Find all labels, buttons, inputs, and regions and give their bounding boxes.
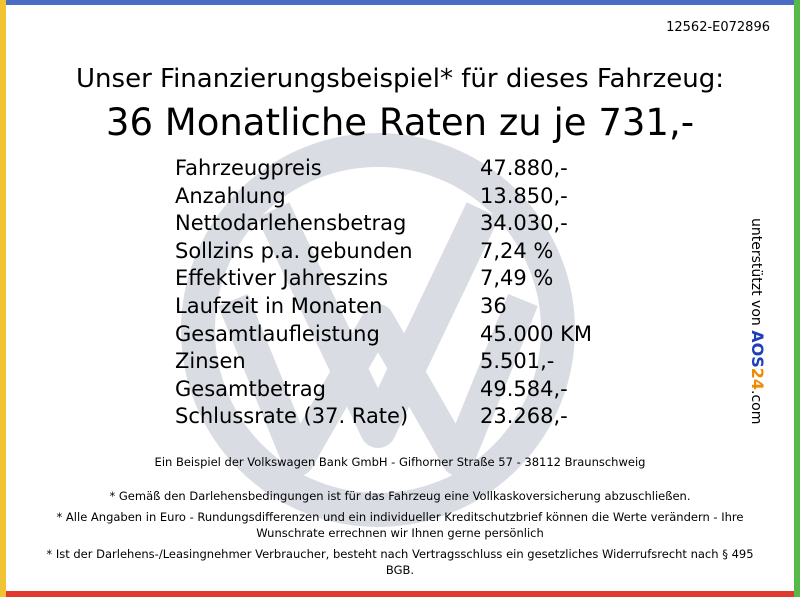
- aos24-side-branding: unterstützt von AOS24.com: [748, 218, 782, 438]
- aos-logo-number: 24: [748, 367, 767, 390]
- table-row: Anzahlung 13.850,-: [175, 183, 595, 211]
- table-row: Schlussrate (37. Rate) 23.268,-: [175, 403, 595, 431]
- table-row: Gesamtbetrag 49.584,-: [175, 376, 595, 404]
- row-value: 36: [480, 293, 507, 318]
- table-row: Effektiver Jahreszins 7,49 %: [175, 265, 595, 293]
- vw-logo-watermark: [181, 133, 575, 527]
- footnote: * Alle Angaben in Euro - Rundungsdiffere…: [56, 510, 744, 540]
- row-value: 7,24 %: [480, 238, 554, 263]
- row-label: Anzahlung: [175, 183, 286, 208]
- row-value: 34.030,-: [480, 211, 568, 236]
- row-label: Laufzeit in Monaten: [175, 293, 383, 318]
- table-row: Zinsen 5.501,-: [175, 348, 595, 376]
- table-row: Sollzins p.a. gebunden 7,24 %: [175, 238, 595, 266]
- row-value: 45.000 KM: [480, 321, 593, 346]
- row-label: Gesamtlaufleistung: [175, 321, 380, 346]
- row-label: Effektiver Jahreszins: [175, 266, 389, 291]
- row-value: 5.501,-: [480, 349, 555, 374]
- frame-left-stripe: [0, 0, 6, 597]
- financing-table: Fahrzeugpreis 47.880,- Anzahlung 13.850,- …: [175, 155, 595, 431]
- frame-top-stripe: [0, 0, 800, 5]
- aos-logo-text: AOS: [748, 330, 767, 368]
- bank-line: Ein Beispiel der Volkswagen Bank GmbH - …: [154, 455, 646, 469]
- table-row: Gesamtlaufleistung 45.000 KM: [175, 321, 595, 349]
- table-row: Nettodarlehensbetrag 34.030,-: [175, 210, 595, 238]
- row-label: Fahrzeugpreis: [175, 156, 322, 180]
- footnote: * Ist der Darlehens-/Leasingnehmer Verbr…: [46, 547, 754, 577]
- aos24-credit: unterstützt von AOS24.com: [748, 218, 767, 424]
- row-label: Schlussrate (37. Rate): [175, 404, 409, 429]
- row-value: 49.584,-: [480, 376, 568, 401]
- footnote: * Gemäß den Darlehensbedingungen ist für…: [109, 489, 691, 503]
- row-label: Zinsen: [175, 349, 246, 374]
- row-value: 7,49 %: [480, 266, 554, 291]
- frame-right-stripe: [794, 0, 800, 597]
- row-label: Sollzins p.a. gebunden: [175, 238, 413, 263]
- table-row: Laufzeit in Monaten 36: [175, 293, 595, 321]
- row-value: 23.268,-: [480, 404, 568, 429]
- credit-prefix: unterstützt von: [748, 218, 764, 331]
- footnotes: * Gemäß den Darlehensbedingungen ist für…: [40, 488, 760, 583]
- monthly-rate-heading: 36 Monatliche Raten zu je 731,-: [105, 101, 695, 144]
- row-value: 13.850,-: [480, 183, 568, 208]
- credit-suffix: .com: [748, 390, 764, 425]
- row-value: 47.880,-: [480, 156, 568, 180]
- frame-bottom-stripe: [0, 591, 800, 597]
- reference-number: 12562-E072896: [666, 20, 770, 35]
- row-label: Gesamtbetrag: [175, 376, 327, 401]
- offer-heading: Unser Finanzierungsbeispiel* für dieses …: [76, 64, 724, 94]
- row-label: Nettodarlehensbetrag: [175, 211, 407, 236]
- table-row: Fahrzeugpreis 47.880,-: [175, 155, 595, 183]
